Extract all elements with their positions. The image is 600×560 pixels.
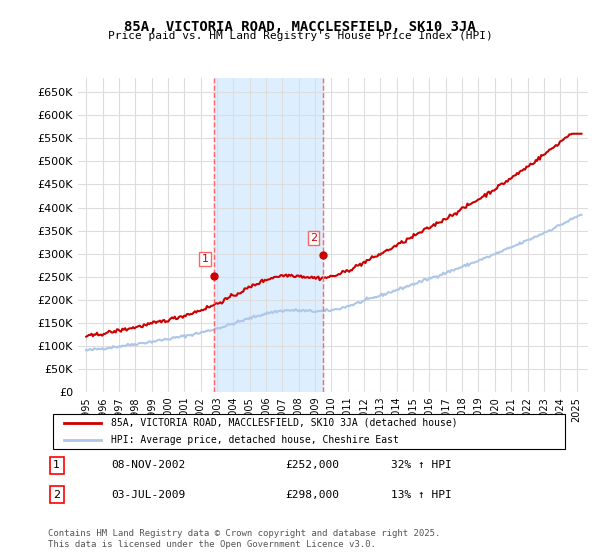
Text: 2: 2	[53, 490, 61, 500]
Text: 85A, VICTORIA ROAD, MACCLESFIELD, SK10 3JA: 85A, VICTORIA ROAD, MACCLESFIELD, SK10 3…	[124, 20, 476, 34]
Text: HPI: Average price, detached house, Cheshire East: HPI: Average price, detached house, Ches…	[112, 435, 399, 445]
Text: 13% ↑ HPI: 13% ↑ HPI	[391, 490, 452, 500]
Text: Contains HM Land Registry data © Crown copyright and database right 2025.
This d: Contains HM Land Registry data © Crown c…	[48, 529, 440, 549]
Text: 03-JUL-2009: 03-JUL-2009	[112, 490, 185, 500]
Bar	[214, 78, 323, 392]
Text: 2: 2	[310, 233, 317, 242]
Text: £298,000: £298,000	[286, 490, 340, 500]
FancyBboxPatch shape	[53, 413, 565, 449]
Text: 32% ↑ HPI: 32% ↑ HPI	[391, 460, 452, 470]
Text: 85A, VICTORIA ROAD, MACCLESFIELD, SK10 3JA (detached house): 85A, VICTORIA ROAD, MACCLESFIELD, SK10 3…	[112, 418, 458, 428]
Text: £252,000: £252,000	[286, 460, 340, 470]
Text: 08-NOV-2002: 08-NOV-2002	[112, 460, 185, 470]
Text: Price paid vs. HM Land Registry's House Price Index (HPI): Price paid vs. HM Land Registry's House …	[107, 31, 493, 41]
Text: 1: 1	[53, 460, 60, 470]
Text: 1: 1	[202, 254, 208, 264]
